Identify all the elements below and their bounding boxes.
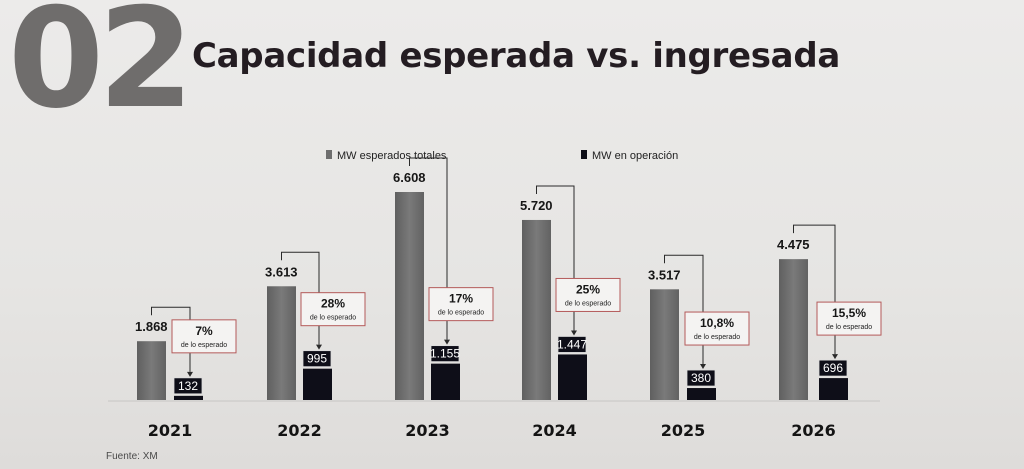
bar-operation-2022 (303, 368, 332, 400)
percent-label-2026: 15,5% (832, 306, 866, 320)
percent-sublabel-2025: de lo esperado (694, 334, 740, 341)
value-label-expected-2022: 3.613 (265, 264, 298, 279)
value-label-expected-2026: 4.475 (777, 237, 810, 252)
x-tick-label-2026: 2026 (791, 421, 836, 440)
connector-arrow-2022 (316, 344, 322, 350)
connector-line-2024 (536, 185, 575, 331)
x-tick-label-2021: 2021 (148, 421, 193, 440)
value-label-expected-2024: 5.720 (520, 198, 553, 213)
value-label-expected-2021: 1.868 (135, 319, 168, 334)
bar-expected-2026 (779, 259, 808, 400)
legend-label-operation: MW en operación (592, 150, 678, 162)
value-label-operation-2023: 1.155 (430, 347, 460, 361)
section-number: 02 (8, 0, 194, 139)
value-box-operation-2022 (302, 350, 332, 368)
source-note: Fuente: XM (106, 451, 158, 462)
connector-line-2025 (664, 254, 704, 365)
legend-label-expected: MW esperados totales (337, 150, 447, 162)
value-box-operation-2023 (430, 345, 460, 363)
x-tick-label-2022: 2022 (277, 421, 322, 440)
connector-arrow-2025 (700, 364, 706, 370)
percent-callout-2024 (555, 277, 621, 312)
bar-operation-2024 (558, 354, 587, 400)
percent-callout-2023 (428, 287, 494, 322)
connector-arrow-2021 (187, 371, 193, 377)
percent-label-2022: 28% (321, 297, 345, 311)
x-tick-label-2024: 2024 (532, 421, 577, 440)
legend-swatch-expected (326, 150, 332, 159)
connector-line-2026 (793, 224, 836, 355)
x-tick-label-2023: 2023 (405, 421, 450, 440)
percent-callout-2025 (684, 311, 750, 346)
percent-label-2023: 17% (449, 292, 473, 306)
value-box-operation-2026 (818, 359, 848, 377)
connector-line-2023 (409, 157, 448, 340)
value-label-operation-2025: 380 (691, 371, 711, 385)
connector-arrow-2026 (832, 354, 838, 360)
page-title: Capacidad esperada vs. ingresada (192, 36, 841, 76)
value-label-operation-2026: 696 (823, 361, 843, 375)
percent-callout-2022 (300, 292, 366, 327)
bar-expected-2022 (267, 286, 296, 400)
percent-sublabel-2024: de lo esperado (565, 300, 611, 307)
bar-operation-2021 (174, 395, 203, 400)
value-label-operation-2024: 1.447 (557, 337, 587, 351)
bar-operation-2025 (687, 388, 716, 400)
percent-label-2024: 25% (576, 282, 600, 296)
percent-sublabel-2026: de lo esperado (826, 324, 872, 331)
percent-label-2021: 7% (195, 324, 213, 338)
percent-sublabel-2022: de lo esperado (310, 315, 356, 322)
bar-expected-2021 (137, 341, 166, 400)
value-label-expected-2023: 6.608 (393, 170, 426, 185)
bar-operation-2023 (431, 363, 460, 400)
value-box-operation-2021 (173, 377, 203, 395)
bar-expected-2025 (650, 289, 679, 400)
bar-operation-2026 (819, 378, 848, 400)
value-label-operation-2021: 132 (178, 379, 198, 393)
percent-callout-2021 (171, 319, 237, 354)
bar-expected-2024 (522, 219, 551, 400)
percent-label-2025: 10,8% (700, 316, 734, 330)
value-box-operation-2025 (686, 369, 716, 387)
percent-callout-2026 (816, 301, 882, 336)
bar-expected-2023 (395, 192, 424, 400)
percent-sublabel-2023: de lo esperado (438, 310, 484, 317)
x-tick-label-2025: 2025 (661, 421, 706, 440)
percent-sublabel-2021: de lo esperado (181, 342, 227, 349)
value-box-operation-2024 (557, 336, 587, 353)
value-label-expected-2025: 3.517 (648, 267, 681, 282)
legend-swatch-operation (581, 150, 587, 159)
connector-arrow-2023 (444, 339, 450, 345)
value-label-operation-2022: 995 (307, 352, 327, 366)
connector-arrow-2024 (571, 330, 577, 336)
